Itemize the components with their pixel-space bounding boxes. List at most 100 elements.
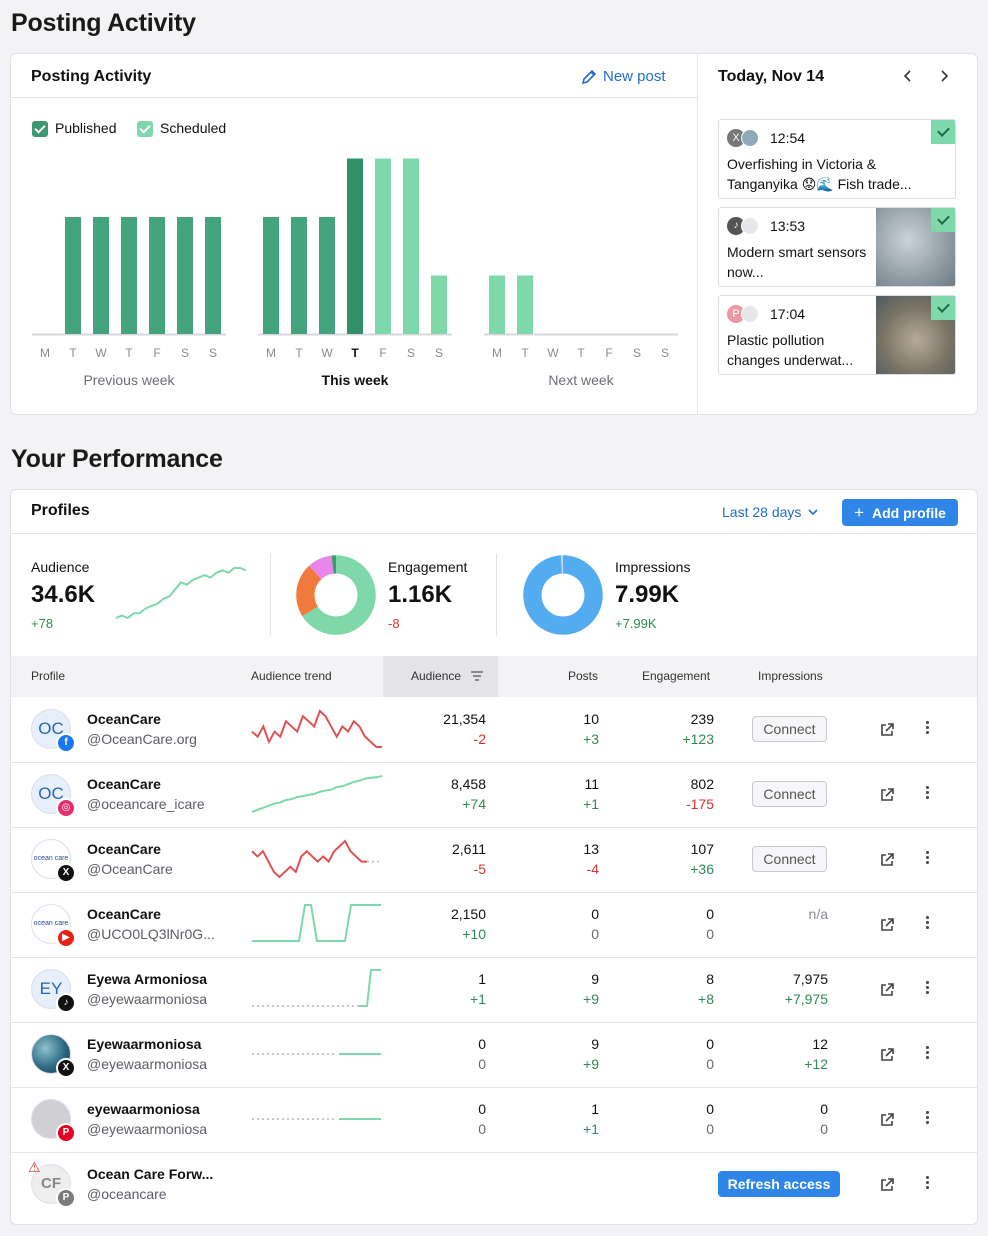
posts-value: 9 — [591, 1036, 599, 1052]
day-tick-label: S — [633, 346, 641, 360]
day-tick-label: F — [379, 346, 386, 360]
scheduled-checkbox[interactable] — [137, 121, 153, 137]
table-row[interactable]: CF ⚠ P Ocean Care Forw... @oceancare Refresh … — [11, 1152, 977, 1217]
audience-trend-chart — [115, 567, 247, 620]
engagement-delta: -175 — [685, 796, 714, 812]
add-profile-button[interactable]: + Add profile — [842, 499, 958, 526]
activity-bar — [375, 158, 391, 334]
more-options-icon[interactable] — [926, 849, 929, 866]
chevron-left-icon[interactable] — [901, 69, 915, 83]
calendar-post[interactable]: ♪ 13:53 Modern smart sensors now... — [718, 207, 956, 287]
audience-delta: +78 — [31, 616, 54, 631]
refresh-access-button[interactable]: Refresh access — [718, 1171, 840, 1197]
external-link-icon[interactable] — [879, 982, 895, 998]
pinterest-icon: P — [56, 1188, 76, 1208]
engagement-delta: +123 — [682, 731, 714, 747]
legend-scheduled: Scheduled — [160, 120, 227, 136]
profile-handle: @UCO0LQ3lNr0G... — [87, 926, 215, 942]
external-link-icon[interactable] — [879, 722, 895, 738]
table-row[interactable]: ocean care X OceanCare @OceanCare 2,611 -5 13-… — [11, 827, 977, 892]
calendar-post[interactable]: P 17:04 Plastic pollution changes underw… — [718, 295, 956, 375]
post-text: Modern smart sensors now... — [727, 244, 867, 280]
more-options-icon[interactable] — [926, 719, 929, 736]
table-row[interactable]: ocean care ▶ OceanCare @UCO0LQ3lNr0G... 2,15… — [11, 892, 977, 957]
external-link-icon[interactable] — [879, 917, 895, 933]
day-tick-label: T — [577, 346, 585, 360]
more-options-icon[interactable] — [926, 1174, 929, 1191]
more-options-icon[interactable] — [926, 1109, 929, 1126]
activity-bar — [431, 275, 447, 334]
audience-trend-sparkline — [252, 969, 381, 1007]
chevron-right-icon[interactable] — [937, 69, 951, 83]
connect-button[interactable]: Connect — [752, 716, 827, 742]
day-tick-label: W — [547, 346, 559, 360]
new-post-button[interactable]: New post — [581, 68, 666, 85]
audience-value: 2,150 — [450, 906, 486, 922]
donut-segment — [295, 554, 377, 636]
audience-label: Audience — [31, 559, 90, 575]
avatar: OC — [31, 774, 71, 814]
audience-delta: +1 — [470, 991, 486, 1007]
impressions-value: 7,975 — [792, 971, 828, 987]
avatar: ocean care — [31, 904, 71, 944]
profile-name: eyewaarmoniosa — [87, 1101, 200, 1117]
day-tick-label: M — [40, 346, 50, 360]
profile-handle: @oceancare_icare — [87, 796, 205, 812]
day-tick-label: S — [407, 346, 415, 360]
avatar — [741, 305, 759, 323]
audience-delta: +10 — [462, 926, 486, 942]
published-checkbox[interactable] — [32, 121, 48, 137]
external-link-icon[interactable] — [879, 787, 895, 803]
engagement-delta: +8 — [698, 991, 714, 1007]
audience-trend-sparkline — [252, 904, 381, 942]
profile-name: OceanCare — [87, 711, 161, 727]
posts-value: 11 — [584, 776, 599, 792]
pencil-icon — [581, 69, 597, 84]
table-row[interactable]: OC ◎ OceanCare @oceancare_icare 8,458 +74 11 +1… — [11, 762, 977, 827]
day-tick-label: S — [435, 346, 443, 360]
table-row[interactable]: EY ♪ Eyewa Armoniosa @eyewaarmoniosa 1 +1 9 +9 8… — [11, 957, 977, 1022]
day-tick-label: S — [661, 346, 669, 360]
posts-delta: +1 — [583, 1121, 599, 1137]
profile-handle: @eyewaarmoniosa — [87, 1056, 208, 1072]
table-row[interactable]: OC f OceanCare @OceanCare.org 21,354 -2 10 +3 23… — [11, 697, 977, 762]
day-tick-label: T — [125, 346, 133, 360]
engagement-value: 0 — [706, 1036, 714, 1052]
more-options-icon[interactable] — [926, 979, 929, 996]
instagram-icon: ◎ — [56, 798, 76, 818]
connect-button[interactable]: Connect — [752, 781, 827, 807]
external-link-icon[interactable] — [879, 852, 895, 868]
profile-name: OceanCare — [87, 841, 161, 857]
more-options-icon[interactable] — [926, 784, 929, 801]
week-label: Next week — [548, 372, 614, 388]
engagement-delta: 0 — [706, 1121, 714, 1137]
chevron-down-icon — [808, 509, 818, 516]
connect-button[interactable]: Connect — [752, 846, 827, 872]
col-impressions: Impressions — [758, 669, 823, 683]
legend-published: Published — [55, 120, 117, 136]
posting-activity-chart: M T W T F S S Previous week M T W T F S S This week M T W T… — [32, 158, 678, 388]
facebook-icon: f — [56, 733, 76, 753]
engagement-value: 802 — [690, 776, 714, 792]
day-tick-label: T — [521, 346, 529, 360]
table-row[interactable]: X Eyewaarmoniosa @eyewaarmoniosa 0 0 9 +9 0 0 12 +… — [11, 1022, 977, 1087]
calendar-post[interactable]: X 12:54 Overfishing in Victoria & Tangan… — [718, 119, 956, 199]
date-range-dropdown[interactable]: Last 28 days — [722, 504, 819, 520]
day-tick-label: F — [153, 346, 160, 360]
engagement-delta: -8 — [388, 616, 400, 631]
col-audience[interactable]: Audience — [411, 669, 462, 683]
engagement-delta: 0 — [706, 1056, 714, 1072]
x-icon: X — [727, 129, 745, 147]
calendar-date: Today, Nov 14 — [718, 68, 825, 85]
posts-delta: +9 — [583, 1056, 599, 1072]
external-link-icon[interactable] — [879, 1112, 895, 1128]
external-link-icon[interactable] — [879, 1177, 895, 1193]
page-title: Posting Activity — [11, 9, 196, 37]
more-options-icon[interactable] — [926, 1044, 929, 1061]
more-options-icon[interactable] — [926, 914, 929, 931]
audience-value: 8,458 — [450, 776, 486, 792]
impressions-delta: +12 — [804, 1056, 828, 1072]
external-link-icon[interactable] — [879, 1047, 895, 1063]
plus-icon: + — [854, 502, 865, 522]
